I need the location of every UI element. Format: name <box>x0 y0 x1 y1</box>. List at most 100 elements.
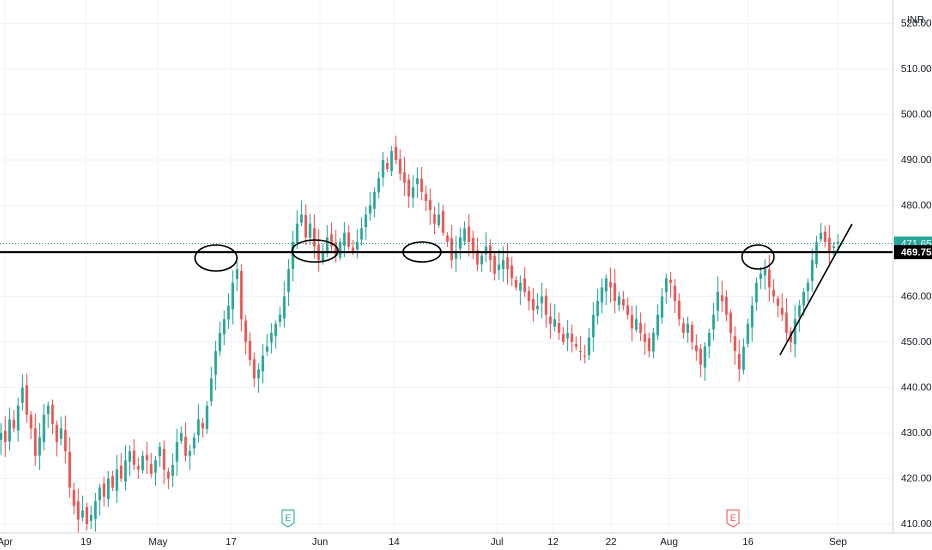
candle-body <box>617 296 621 306</box>
candle-body <box>557 323 561 333</box>
candle-body <box>321 251 325 262</box>
candle-body <box>265 346 269 352</box>
candle-body <box>214 351 217 375</box>
candle-body <box>652 332 655 352</box>
candle-body <box>162 448 166 470</box>
trendline[interactable] <box>779 223 853 356</box>
candle-body <box>368 205 372 214</box>
candle-body <box>197 419 200 436</box>
ellipse-annotation[interactable] <box>741 244 775 270</box>
candle-body <box>68 451 71 488</box>
candle-body <box>411 187 415 198</box>
candle-body <box>626 305 629 315</box>
candle-body <box>686 323 690 333</box>
candle-body <box>733 336 737 352</box>
candle-body <box>776 298 780 306</box>
candle-body <box>458 237 462 249</box>
candle-body <box>643 333 647 342</box>
candle-body <box>501 260 505 269</box>
x-tick-label: Sep <box>829 537 847 548</box>
candle-body <box>523 278 526 292</box>
candle-body <box>72 489 76 506</box>
candle-body <box>364 214 368 228</box>
candle-body <box>484 246 488 255</box>
ellipse-annotation[interactable] <box>402 241 442 263</box>
candle-body <box>510 265 514 279</box>
candle-body <box>587 337 591 356</box>
candle-body <box>527 291 531 302</box>
candle-body <box>815 241 818 265</box>
candle-body <box>42 414 46 442</box>
ellipse-annotation[interactable] <box>194 244 238 272</box>
earnings-label: E <box>730 513 736 523</box>
candle-body <box>574 343 578 347</box>
x-tick-label: Apr <box>0 537 13 548</box>
candle-body <box>81 510 84 518</box>
x-tick-label: 17 <box>225 537 237 548</box>
candle-body <box>398 158 402 174</box>
candle-body <box>836 241 840 244</box>
candle-body <box>141 455 144 471</box>
candle-body <box>828 237 831 251</box>
candle-body <box>707 332 711 347</box>
candle-body <box>394 146 398 160</box>
candle-body <box>798 305 801 317</box>
candle-body <box>51 404 54 424</box>
candle-body <box>184 436 187 456</box>
candle-body <box>441 211 445 233</box>
y-tick-label: 420.00 <box>901 474 932 485</box>
support-level-tag-label: 469.75 <box>901 248 932 259</box>
candle-body <box>347 232 350 247</box>
candle-body <box>506 257 509 270</box>
currency-label: INR <box>907 15 924 26</box>
y-tick-label: 520.00 <box>901 19 932 30</box>
candle-body <box>218 332 222 352</box>
candle-body <box>16 405 20 431</box>
candle-body <box>536 305 539 310</box>
candle-body <box>613 283 617 302</box>
candle-body <box>360 228 363 240</box>
candle-body <box>750 305 754 328</box>
candle-body <box>656 314 660 336</box>
candle-body <box>300 214 303 223</box>
candle-body <box>85 507 89 524</box>
candle-body <box>630 314 634 329</box>
candle-body <box>278 314 282 322</box>
candle-body <box>261 355 265 372</box>
candle-body <box>407 179 411 197</box>
candle-body <box>154 460 157 473</box>
y-tick-label: 430.00 <box>901 428 932 439</box>
candle-body <box>600 287 604 303</box>
candle-body <box>227 305 230 320</box>
x-tick-label: 16 <box>742 537 754 548</box>
candle-body <box>725 296 728 315</box>
candle-body <box>416 178 419 185</box>
grid <box>0 0 893 533</box>
x-tick-label: 19 <box>80 537 92 548</box>
candle-body <box>673 285 677 302</box>
candle-body <box>531 298 535 311</box>
candle-body <box>450 238 453 261</box>
candle-body <box>802 291 805 306</box>
candle-body <box>330 234 333 247</box>
candle-body <box>210 378 213 402</box>
x-tick-label: 14 <box>388 537 400 548</box>
candle-body <box>579 350 582 352</box>
candle-body <box>248 340 252 361</box>
candle-body <box>420 178 423 192</box>
candle-body <box>476 250 479 265</box>
ellipse-annotation[interactable] <box>291 239 339 263</box>
candle-body <box>98 487 102 501</box>
time-axis: Apr 19 May 17 Jun 14 Jul 12 22 Aug 16 Sep <box>0 532 932 548</box>
candle-body <box>119 465 123 479</box>
candle-body <box>325 237 329 254</box>
earnings-icon <box>281 509 295 528</box>
candle-body <box>102 483 106 497</box>
candle-body <box>755 282 758 303</box>
candle-body <box>222 319 226 335</box>
candle-body <box>540 296 544 304</box>
candle-body <box>592 314 595 338</box>
earnings-marker[interactable]: E <box>726 509 740 528</box>
earnings-marker[interactable]: E <box>281 509 295 528</box>
